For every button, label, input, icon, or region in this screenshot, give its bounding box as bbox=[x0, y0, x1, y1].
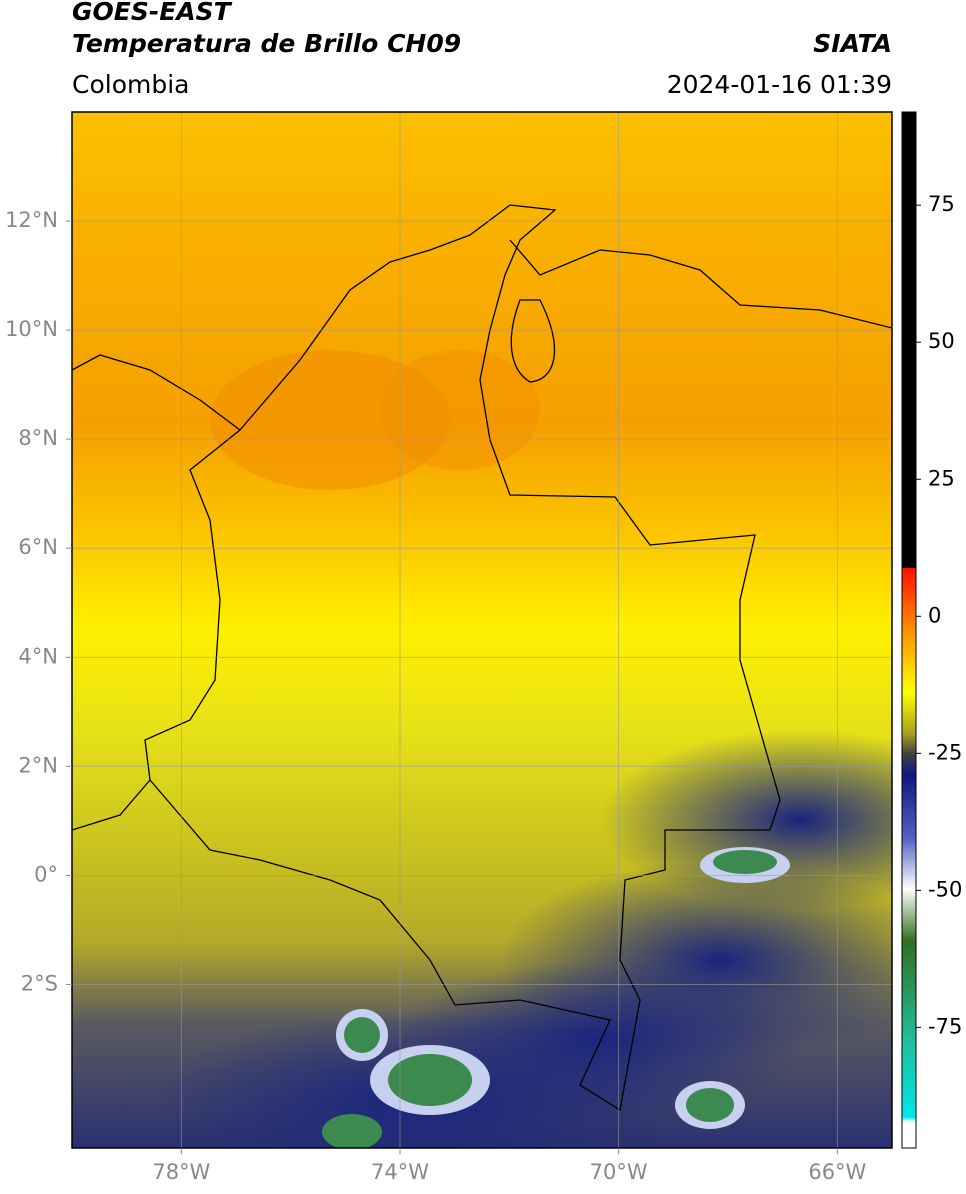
colorbar-tick-label: -50 bbox=[928, 877, 962, 901]
colorbar-tick-label: -75 bbox=[928, 1014, 962, 1038]
colorbar-tick-label: 50 bbox=[928, 329, 955, 353]
colorbar-tick-label: 75 bbox=[928, 192, 955, 216]
x-tick-label: 78°W bbox=[152, 1160, 210, 1184]
subtitle: Temperatura de Brillo CH09 bbox=[72, 29, 461, 58]
satellite-image bbox=[72, 112, 892, 1148]
colorbar bbox=[901, 111, 917, 1149]
x-tick-label: 74°W bbox=[371, 1160, 429, 1184]
region: Colombia bbox=[72, 70, 189, 99]
y-tick-label: 10°N bbox=[5, 317, 58, 341]
x-tick-label: 66°W bbox=[808, 1160, 866, 1184]
y-tick-label: 0° bbox=[34, 862, 58, 886]
y-tick-label: 12°N bbox=[5, 208, 58, 232]
y-tick-label: 8°N bbox=[18, 426, 58, 450]
colorbar-tick-label: -25 bbox=[928, 740, 962, 764]
datetime: 2024-01-16 01:39 bbox=[667, 70, 892, 99]
title: GOES-EAST bbox=[72, 0, 233, 26]
y-tick-label: 6°N bbox=[18, 535, 58, 559]
source: SIATA bbox=[813, 29, 892, 58]
grid bbox=[72, 112, 892, 1148]
y-tick-label: 4°N bbox=[18, 644, 58, 668]
x-tick-label: 70°W bbox=[590, 1160, 648, 1184]
map-frame bbox=[71, 111, 893, 1149]
y-tick-label: 2°N bbox=[18, 753, 58, 777]
colorbar-tick-label: 0 bbox=[928, 603, 941, 627]
y-tick-label: 2°S bbox=[21, 971, 58, 995]
colorbar-tick-label: 25 bbox=[928, 466, 955, 490]
